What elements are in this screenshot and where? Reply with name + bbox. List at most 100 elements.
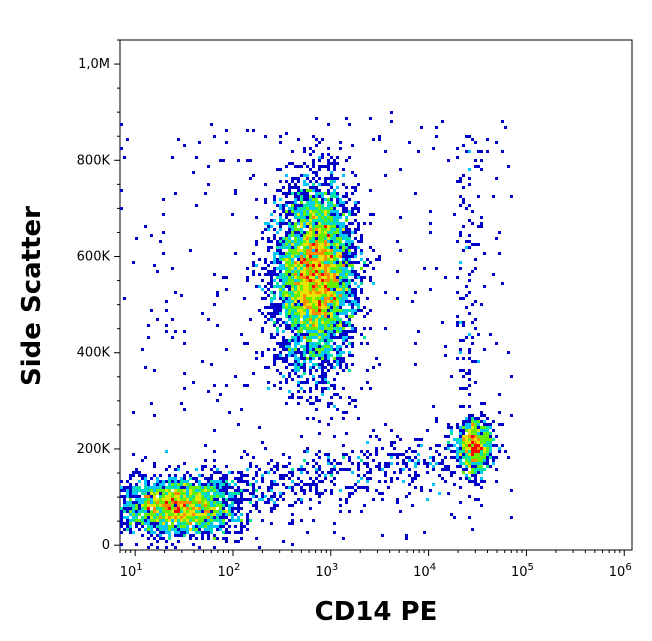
event-dot bbox=[324, 330, 327, 333]
event-dot bbox=[474, 429, 477, 432]
event-dot bbox=[297, 219, 300, 222]
event-dot bbox=[180, 507, 183, 510]
event-dot bbox=[483, 468, 486, 471]
event-dot bbox=[351, 207, 354, 210]
event-dot bbox=[309, 285, 312, 288]
event-dot bbox=[495, 456, 498, 459]
event-dot bbox=[471, 138, 474, 141]
event-dot bbox=[297, 207, 300, 210]
event-dot bbox=[339, 237, 342, 240]
event-dot bbox=[273, 336, 276, 339]
event-dot bbox=[297, 351, 300, 354]
event-dot bbox=[216, 516, 219, 519]
event-dot bbox=[264, 201, 267, 204]
event-dot bbox=[480, 456, 483, 459]
event-dot bbox=[267, 318, 270, 321]
event-dot bbox=[291, 270, 294, 273]
event-dot bbox=[285, 345, 288, 348]
event-dot bbox=[426, 471, 429, 474]
event-dot bbox=[186, 492, 189, 495]
event-dot bbox=[480, 411, 483, 414]
event-dot bbox=[357, 285, 360, 288]
event-dot bbox=[291, 279, 294, 282]
event-dot bbox=[297, 390, 300, 393]
event-dot bbox=[309, 243, 312, 246]
event-dot bbox=[276, 330, 279, 333]
event-dot bbox=[354, 261, 357, 264]
event-dot bbox=[288, 276, 291, 279]
event-dot bbox=[414, 474, 417, 477]
event-dot bbox=[294, 363, 297, 366]
event-dot bbox=[291, 162, 294, 165]
event-dot bbox=[261, 231, 264, 234]
event-dot bbox=[348, 249, 351, 252]
event-dot bbox=[225, 480, 228, 483]
event-dot bbox=[312, 315, 315, 318]
event-dot bbox=[315, 117, 318, 120]
event-dot bbox=[330, 333, 333, 336]
event-dot bbox=[459, 435, 462, 438]
event-dot bbox=[144, 504, 147, 507]
event-dot bbox=[207, 513, 210, 516]
event-dot bbox=[315, 309, 318, 312]
event-dot bbox=[318, 345, 321, 348]
event-dot bbox=[372, 213, 375, 216]
event-dot bbox=[351, 492, 354, 495]
event-dot bbox=[165, 519, 168, 522]
event-dot bbox=[486, 438, 489, 441]
event-dot bbox=[417, 459, 420, 462]
event-dot bbox=[240, 501, 243, 504]
event-dot bbox=[309, 324, 312, 327]
event-dot bbox=[318, 249, 321, 252]
event-dot bbox=[318, 495, 321, 498]
event-dot bbox=[306, 240, 309, 243]
event-dot bbox=[285, 297, 288, 300]
event-dot bbox=[267, 282, 270, 285]
event-dot bbox=[162, 510, 165, 513]
event-dot bbox=[408, 459, 411, 462]
event-dot bbox=[483, 285, 486, 288]
event-dot bbox=[330, 288, 333, 291]
event-dot bbox=[339, 231, 342, 234]
event-dot bbox=[303, 270, 306, 273]
event-dot bbox=[156, 318, 159, 321]
event-dot bbox=[294, 276, 297, 279]
event-dot bbox=[336, 240, 339, 243]
x-axis-title: CD14 PE bbox=[315, 597, 438, 627]
event-dot bbox=[177, 486, 180, 489]
event-dot bbox=[279, 180, 282, 183]
event-dot bbox=[333, 234, 336, 237]
event-dot bbox=[375, 447, 378, 450]
event-dot bbox=[144, 495, 147, 498]
event-dot bbox=[351, 354, 354, 357]
event-dot bbox=[174, 531, 177, 534]
event-dot bbox=[309, 273, 312, 276]
event-dot bbox=[171, 336, 174, 339]
event-dot bbox=[354, 300, 357, 303]
event-dot bbox=[279, 270, 282, 273]
event-dot bbox=[330, 162, 333, 165]
event-dot bbox=[228, 486, 231, 489]
event-dot bbox=[291, 285, 294, 288]
event-dot bbox=[324, 228, 327, 231]
event-dot bbox=[351, 291, 354, 294]
event-dot bbox=[303, 366, 306, 369]
event-dot bbox=[120, 522, 123, 525]
event-dot bbox=[297, 270, 300, 273]
event-dot bbox=[282, 240, 285, 243]
event-dot bbox=[216, 501, 219, 504]
event-dot bbox=[312, 321, 315, 324]
event-dot bbox=[294, 366, 297, 369]
event-dot bbox=[192, 513, 195, 516]
event-dot bbox=[174, 483, 177, 486]
event-dot bbox=[339, 306, 342, 309]
event-dot bbox=[405, 462, 408, 465]
event-dot bbox=[240, 477, 243, 480]
event-dot bbox=[453, 471, 456, 474]
event-dot bbox=[294, 216, 297, 219]
event-dot bbox=[177, 513, 180, 516]
event-dot bbox=[258, 486, 261, 489]
event-dot bbox=[273, 279, 276, 282]
event-dot bbox=[318, 207, 321, 210]
event-dot bbox=[153, 462, 156, 465]
